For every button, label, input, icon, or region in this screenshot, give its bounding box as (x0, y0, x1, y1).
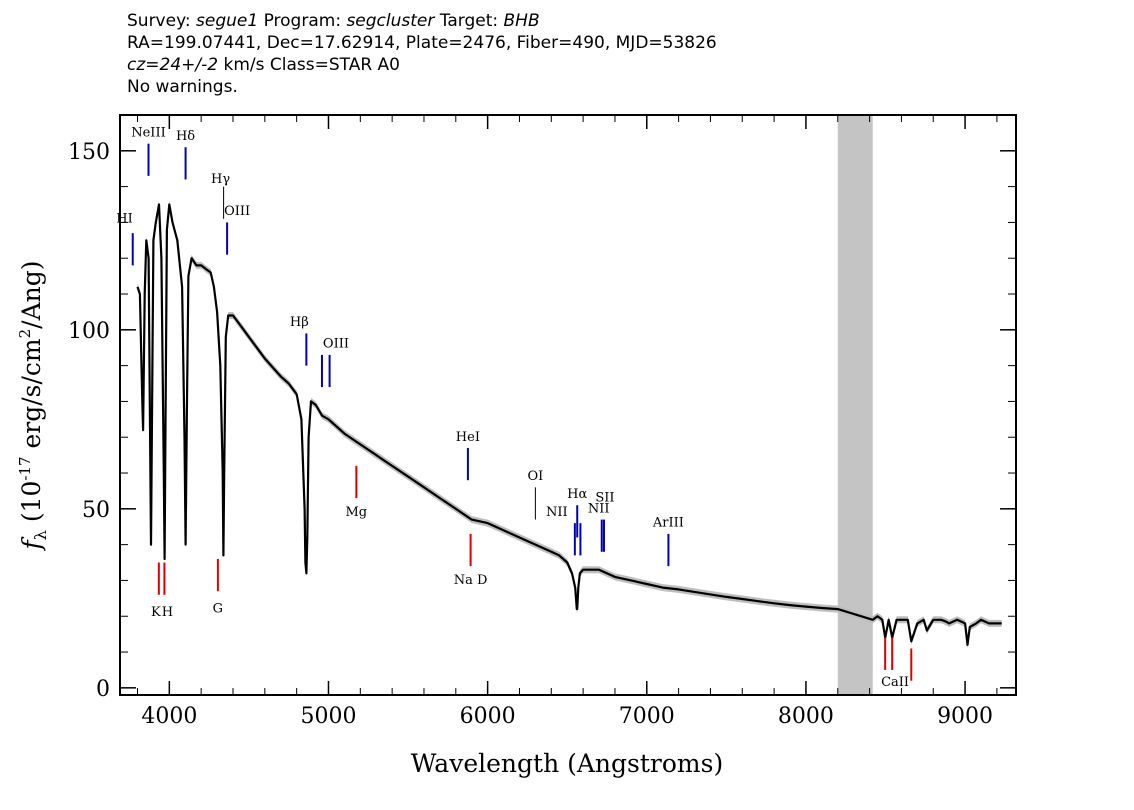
line-label: SII (595, 491, 614, 506)
axis-ticks: 4000 5000 6000 7000 8000 9000 0 50 100 150 (68, 114, 1016, 729)
y-axis-exp2: 2 (16, 329, 34, 339)
target-value: BHB (503, 11, 540, 31)
y-axis-mid: erg/s/cm (17, 338, 46, 456)
line-label: CaII (881, 675, 909, 690)
survey-value: segue1 (196, 11, 259, 31)
line-label: OIII (323, 337, 349, 352)
line-label: G (213, 602, 223, 617)
line-label: HeI (456, 430, 480, 445)
line-label: ArIII (652, 516, 684, 531)
y-axis-exp1: -17 (16, 456, 34, 480)
header-line-2: RA=199.07441, Dec=17.62914, Plate=2476, … (127, 33, 717, 53)
survey-label: Survey: (127, 11, 197, 31)
spectrum-line-layer (136, 203, 1002, 646)
y-tick-label: 50 (82, 498, 110, 523)
x-axis-title: Wavelength (Angstroms) (411, 749, 723, 778)
y-tick-label: 0 (96, 677, 110, 702)
header-line-1: Survey: segue1 Program: segcluster Targe… (127, 10, 717, 32)
line-label: Hγ (211, 172, 230, 187)
y-axis-title: fλ (10-17 erg/s/cm2/Ang) (16, 260, 50, 551)
line-label: NII (546, 505, 568, 520)
line-label: Na D (454, 573, 488, 588)
line-label: OI (527, 469, 543, 484)
line-label: HI (116, 211, 132, 226)
x-tick-label: 5000 (300, 704, 356, 729)
x-tick-label: 8000 (778, 704, 834, 729)
header-line-3: cz=24+/-2 km/s Class=STAR A0 (127, 54, 717, 76)
spectrum-series (136, 203, 1002, 646)
x-tick-label: 7000 (619, 704, 675, 729)
y-tick-label: 100 (68, 319, 110, 344)
y-axis-sub: λ (31, 530, 50, 540)
masked-region-layer (837, 115, 873, 695)
target-label: Target: (434, 11, 504, 31)
header-line-4: No warnings. (127, 77, 238, 97)
spectrum-header: Survey: segue1 Program: segcluster Targe… (127, 10, 717, 98)
line-label: Mg (346, 505, 368, 520)
x-tick-label: 6000 (460, 704, 516, 729)
y-tick-label: 150 (68, 140, 110, 165)
line-label: OIII (224, 204, 250, 219)
masked-region (837, 115, 873, 695)
line-label: H (162, 605, 173, 620)
line-label: NeIII (131, 125, 165, 140)
line-label: K (151, 605, 161, 620)
line-label: Hδ (176, 129, 195, 144)
line-label: NII (588, 501, 610, 516)
plot-frame (119, 114, 1017, 696)
x-tick-label: 4000 (141, 704, 197, 729)
redshift-value: cz=24+/-2 (127, 55, 219, 75)
line-label: Hβ (290, 315, 309, 330)
x-tick-label: 9000 (937, 704, 993, 729)
y-axis-pre: (10 (17, 481, 46, 531)
line-label: Hα (567, 487, 587, 502)
class-info: km/s Class=STAR A0 (218, 55, 400, 75)
y-axis-post: /Ang) (17, 260, 46, 328)
program-label: Program: (258, 11, 347, 31)
program-value: segcluster (346, 11, 435, 31)
y-axis-f: f (17, 537, 46, 552)
